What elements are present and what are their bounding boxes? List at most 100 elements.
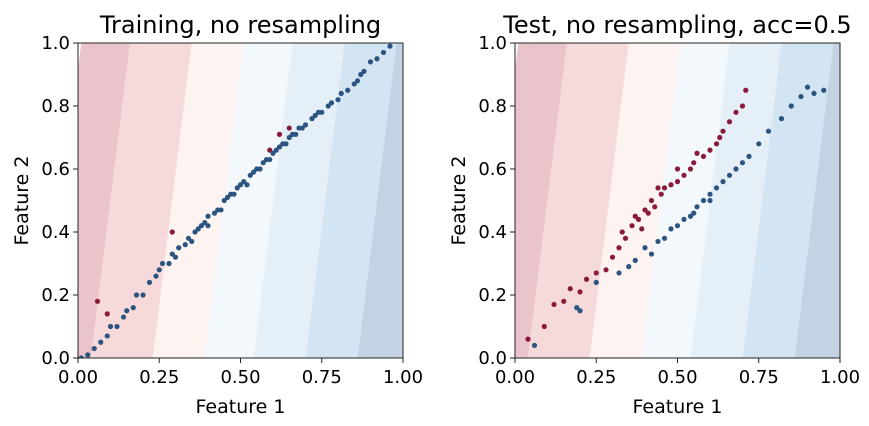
data-point	[674, 166, 681, 172]
data-point	[691, 160, 697, 166]
data-point	[293, 131, 299, 137]
data-point	[107, 323, 114, 330]
data-point	[176, 245, 182, 251]
data-point	[707, 147, 713, 153]
data-point	[681, 216, 687, 222]
contour-band	[528, 43, 629, 358]
data-point	[221, 197, 227, 204]
contour-band	[91, 43, 192, 358]
y-tick-label: 0.8	[41, 96, 70, 117]
data-point	[124, 308, 130, 314]
data-point	[668, 226, 674, 232]
data-point	[733, 109, 739, 115]
data-point	[577, 289, 583, 295]
x-tick-label: 0.75	[739, 367, 779, 388]
data-point	[726, 119, 733, 125]
data-point	[713, 141, 720, 147]
data-point	[577, 308, 583, 314]
data-point	[642, 207, 648, 213]
x-tick-label: 0.50	[220, 367, 260, 388]
data-point	[622, 235, 629, 241]
data-point	[707, 197, 713, 204]
data-point	[609, 254, 616, 260]
data-point	[286, 134, 292, 141]
contour-band	[357, 43, 403, 358]
data-point	[104, 311, 110, 317]
data-point	[593, 279, 599, 285]
contour-band	[204, 43, 293, 358]
data-point	[629, 223, 635, 229]
data-point	[632, 257, 638, 263]
data-point	[717, 134, 723, 141]
data-point	[270, 150, 276, 156]
data-point	[691, 210, 697, 216]
y-tick-label: 1.0	[478, 33, 507, 54]
data-point	[345, 87, 351, 93]
y-axis-label: Feature 2	[448, 156, 470, 246]
data-point	[674, 223, 681, 229]
data-point	[626, 264, 632, 270]
x-tick-label: 0.00	[58, 367, 98, 388]
x-tick-label: 0.25	[576, 367, 616, 388]
data-point	[700, 197, 707, 204]
y-tick-label: 0.6	[478, 159, 507, 180]
data-point	[778, 116, 785, 122]
data-point	[146, 279, 153, 285]
data-point	[302, 122, 309, 128]
data-point	[120, 314, 127, 320]
data-point	[694, 150, 700, 156]
scatter-points	[78, 43, 393, 358]
data-point	[733, 166, 739, 172]
data-point	[267, 147, 273, 153]
series-minority-class	[525, 87, 749, 342]
x-axis-label: Feature 1	[633, 396, 723, 418]
contour-band	[78, 43, 130, 358]
contour-band	[253, 43, 345, 358]
data-point	[567, 286, 573, 292]
contour-band	[690, 43, 782, 358]
data-point	[130, 305, 136, 311]
data-point	[655, 238, 661, 245]
data-point	[319, 109, 325, 115]
data-point	[237, 182, 244, 188]
data-point	[668, 182, 674, 188]
decision-background	[515, 43, 840, 358]
contour-band	[305, 43, 397, 358]
data-point	[681, 172, 687, 178]
x-tick-label: 1.00	[820, 367, 860, 388]
data-point	[244, 182, 250, 188]
data-point	[380, 49, 387, 56]
data-point	[354, 78, 361, 84]
x-tick-label: 0.25	[139, 367, 179, 388]
contour-band	[152, 43, 244, 358]
chart-panel-2: 0.00 0.25 0.50 0.75 1.00 0.0 0.2 0.4 0.6 0.8 1.0Te…	[448, 11, 860, 418]
data-point	[312, 112, 318, 119]
x-tick-label: 0.75	[302, 367, 342, 388]
data-point	[309, 116, 315, 122]
data-point	[247, 172, 253, 178]
data-point	[276, 144, 283, 150]
data-point	[645, 210, 651, 216]
chart-panel-1: 0.00 0.25 0.50 0.75 1.00 0.0 0.2 0.4 0.6 0.8 1.0 Tr…	[11, 11, 423, 418]
data-point	[250, 169, 257, 175]
data-point	[635, 216, 642, 222]
data-point	[746, 153, 752, 159]
data-point	[156, 267, 162, 273]
contour-band	[589, 43, 681, 358]
data-point	[694, 204, 700, 210]
data-point	[189, 238, 195, 245]
x-axis-label: Feature 1	[196, 396, 286, 418]
data-point	[531, 342, 538, 348]
data-point	[211, 210, 218, 216]
chart-title: Training, no resampling	[99, 11, 381, 39]
data-point	[639, 226, 645, 232]
contour-band	[794, 43, 840, 358]
series-majority-class	[531, 84, 827, 348]
data-point	[616, 245, 622, 251]
data-point	[172, 254, 179, 260]
data-point	[192, 229, 198, 235]
data-point	[739, 103, 746, 109]
y-axis-label: Feature 2	[11, 156, 33, 246]
data-point	[658, 191, 664, 197]
